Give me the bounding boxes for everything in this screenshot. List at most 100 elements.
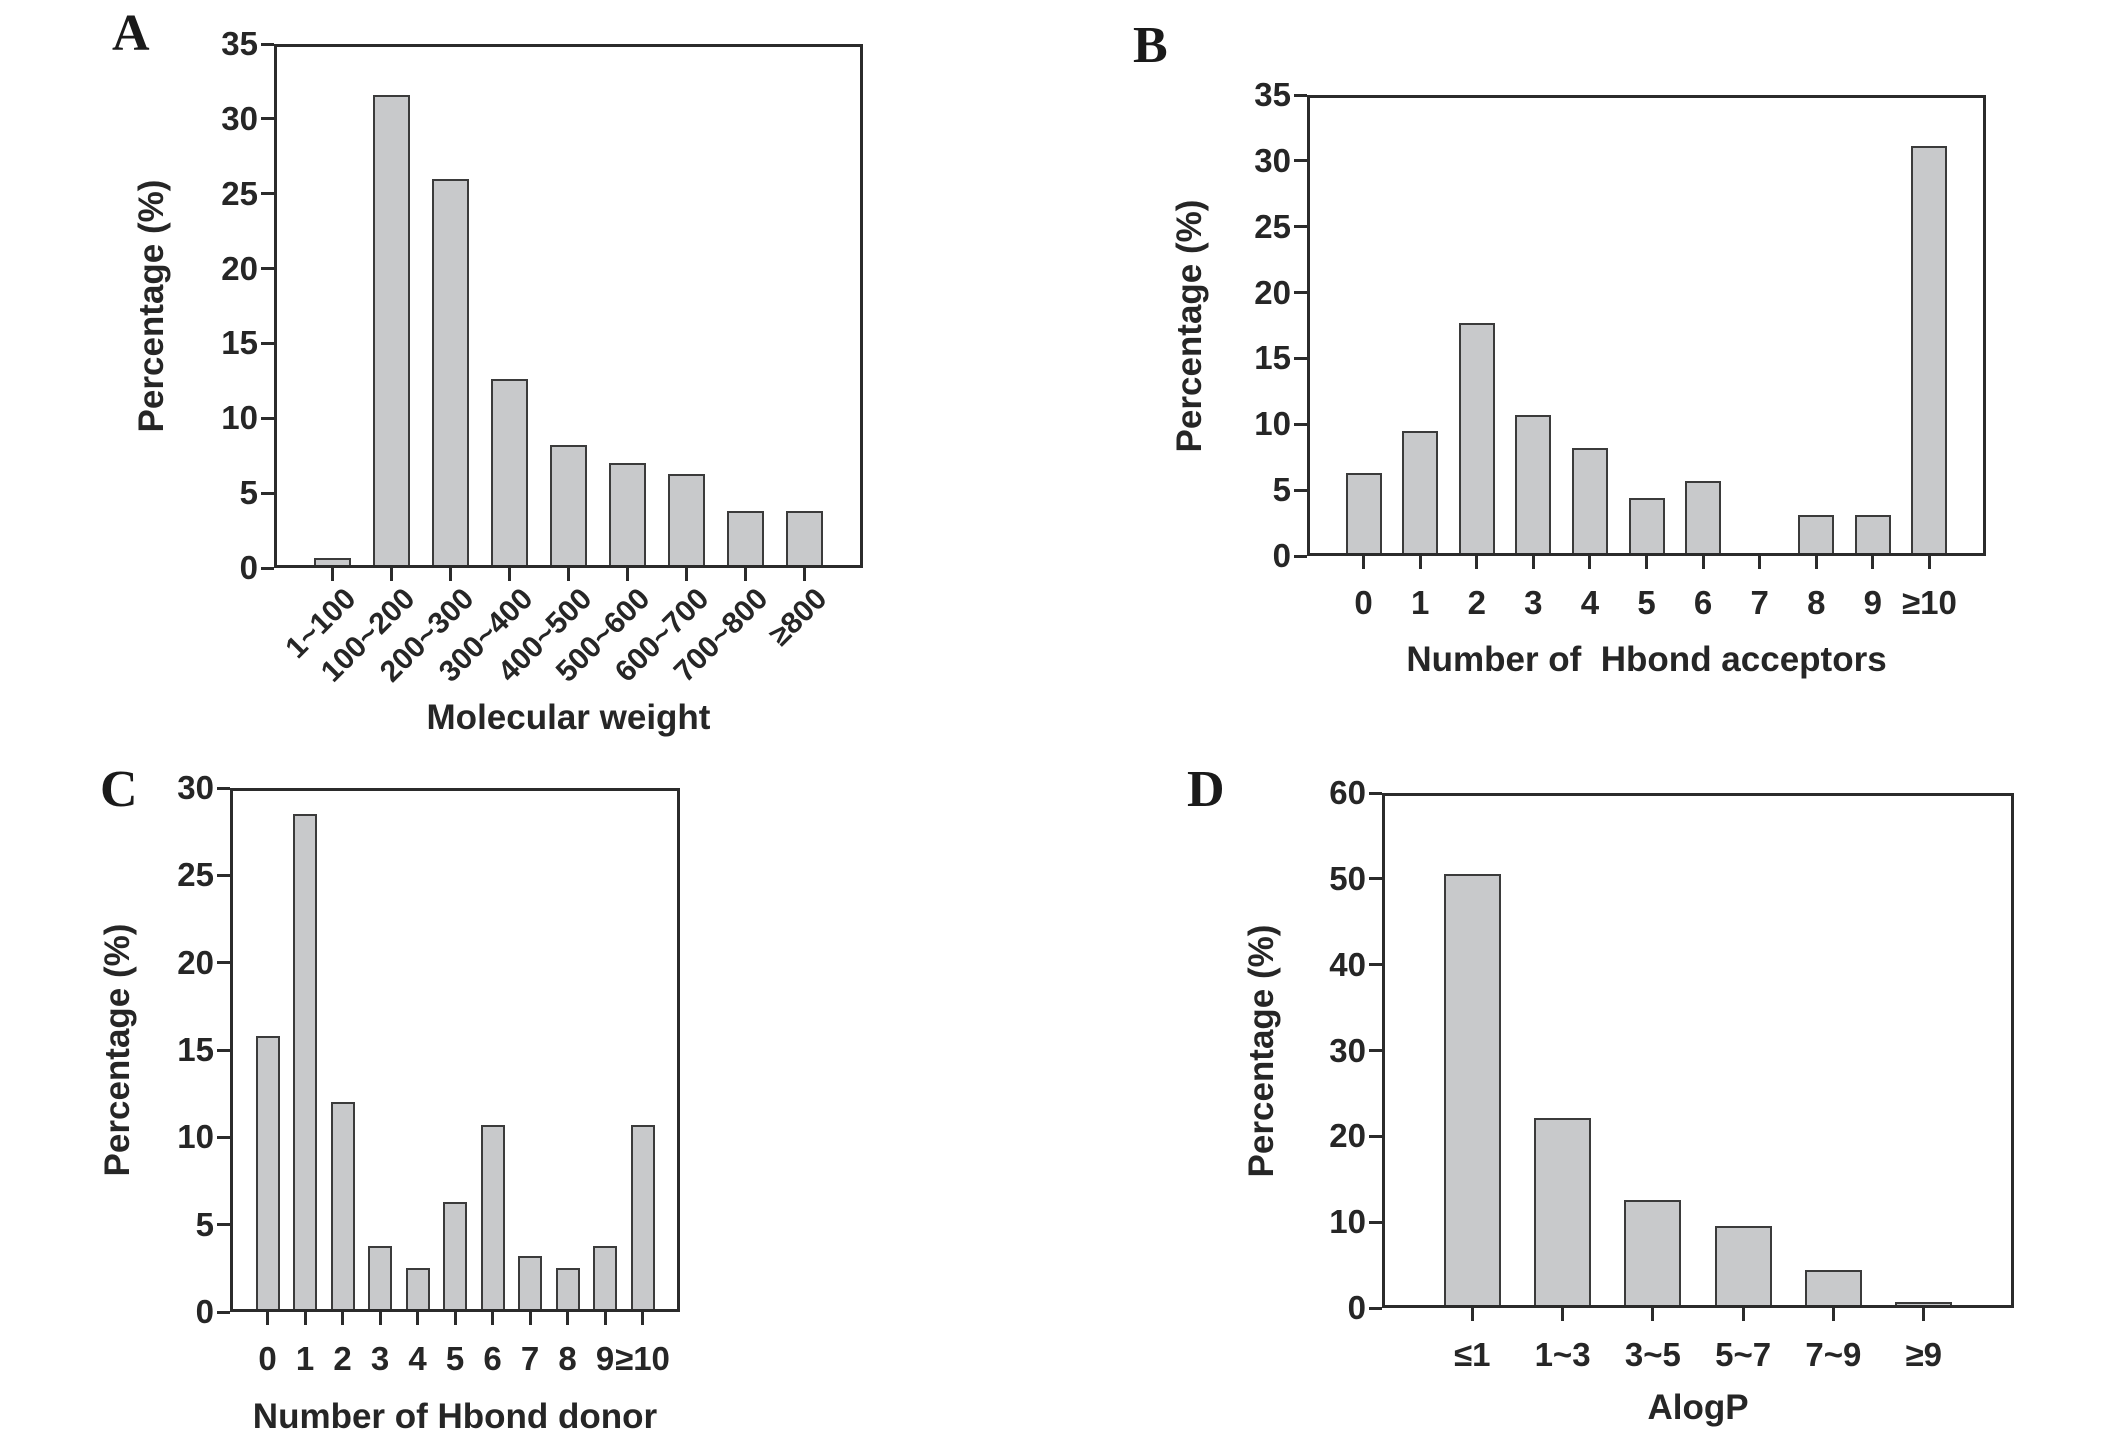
panel-letter-d: D bbox=[1187, 761, 1225, 818]
bar-5~7 bbox=[1715, 1226, 1772, 1308]
y-tick-mark bbox=[1369, 1220, 1382, 1224]
y-tick-label: 20 bbox=[177, 943, 214, 981]
panel-b-hbond-acceptors: B Percentage (%) Number of Hbond accepto… bbox=[1133, 20, 1986, 679]
x-tick-mark bbox=[378, 1312, 382, 1325]
panel-letter-c: C bbox=[100, 761, 138, 818]
panel-d-alogp: D Percentage (%) AlogP 0 10 20 30 40 50 60 ≤1 1~… bbox=[1187, 764, 2014, 1427]
x-tick-mark bbox=[449, 568, 453, 581]
x-tick-label: 4 bbox=[1580, 584, 1600, 621]
x-tick-label: 3 bbox=[370, 1340, 390, 1377]
y-tick-label: 20 bbox=[1329, 1117, 1366, 1155]
bar-4 bbox=[406, 1268, 430, 1312]
x-tick-mark bbox=[1531, 556, 1535, 569]
bar-6 bbox=[1685, 480, 1721, 556]
x-tick-label: 7 bbox=[520, 1340, 540, 1377]
y-tick-mark bbox=[1369, 963, 1382, 967]
x-tick-mark bbox=[491, 1312, 494, 1325]
y-tick-mark bbox=[261, 566, 274, 570]
bar-300~400 bbox=[491, 379, 528, 568]
x-tick-mark bbox=[453, 1312, 457, 1325]
x-tick-mark bbox=[416, 1312, 419, 1325]
x-tick-mark bbox=[1871, 556, 1875, 569]
bar-≥10 bbox=[1911, 146, 1947, 556]
y-tick-label: 0 bbox=[1347, 1289, 1366, 1326]
y-tick-mark bbox=[261, 341, 274, 345]
bar-8 bbox=[556, 1268, 580, 1312]
y-tick-mark bbox=[1294, 554, 1307, 558]
y-tick-label: 0 bbox=[1272, 537, 1291, 574]
x-tick-mark bbox=[528, 1312, 532, 1325]
x-tick-label: 0 bbox=[258, 1340, 277, 1377]
y-tick-mark bbox=[1294, 356, 1307, 360]
bar-7~9 bbox=[1805, 1270, 1862, 1308]
y-tick-label: 5 bbox=[1272, 471, 1291, 509]
y-tick-label: 60 bbox=[1329, 774, 1366, 811]
y-tick-label: 30 bbox=[177, 769, 214, 806]
bar-9 bbox=[593, 1245, 617, 1312]
x-tick-label: 6 bbox=[483, 1340, 502, 1377]
x-tick-label: 6 bbox=[1693, 584, 1713, 621]
x-axis-title: Number of Hbond acceptors bbox=[1406, 640, 1887, 679]
bar-2 bbox=[1459, 322, 1495, 556]
x-tick-label: 2 bbox=[1467, 584, 1486, 621]
y-tick-label: 15 bbox=[1254, 339, 1291, 377]
bar-7 bbox=[518, 1256, 542, 1312]
x-tick-mark bbox=[743, 568, 747, 581]
y-tick-label: 25 bbox=[221, 174, 258, 212]
bar-600~700 bbox=[668, 473, 705, 568]
x-tick-mark bbox=[1561, 1308, 1565, 1321]
y-tick-mark bbox=[217, 786, 230, 790]
x-tick-mark bbox=[566, 1312, 569, 1325]
y-tick-mark bbox=[217, 961, 230, 965]
bar-100~200 bbox=[373, 94, 410, 568]
x-tick-mark bbox=[1741, 1308, 1745, 1321]
y-tick-mark bbox=[1294, 422, 1307, 426]
x-tick-label: 4 bbox=[408, 1340, 427, 1377]
panel-letter-a: A bbox=[112, 5, 150, 62]
y-tick-mark bbox=[261, 491, 274, 495]
y-tick-label: 10 bbox=[221, 399, 258, 437]
bar-1 bbox=[293, 814, 317, 1312]
y-tick-mark bbox=[217, 873, 230, 877]
x-tick-mark bbox=[802, 568, 806, 581]
bar-1~3 bbox=[1534, 1118, 1591, 1308]
y-tick-mark bbox=[217, 1048, 230, 1052]
x-axis-title: Molecular weight bbox=[426, 698, 711, 737]
x-tick-label: ≥800 bbox=[763, 582, 834, 653]
x-axis-title: AlogP bbox=[1647, 1388, 1749, 1427]
bar-5 bbox=[1629, 498, 1665, 556]
y-tick-mark bbox=[1369, 791, 1382, 795]
panel-a-molecular-weight: A Percentage (%) Molecular weight 0 5 10 15… bbox=[112, 8, 863, 737]
x-tick-mark bbox=[1922, 1308, 1926, 1321]
y-tick-label: 5 bbox=[195, 1205, 214, 1243]
x-tick-label: 3~5 bbox=[1624, 1336, 1681, 1373]
bar-6 bbox=[481, 1125, 505, 1312]
x-tick-label: ≤1 bbox=[1454, 1336, 1491, 1373]
y-tick-label: 30 bbox=[1254, 141, 1291, 179]
y-tick-mark bbox=[261, 416, 274, 420]
x-tick-label: 7 bbox=[1750, 584, 1769, 621]
x-tick-mark bbox=[1588, 556, 1592, 569]
x-tick-mark bbox=[1927, 556, 1931, 569]
y-tick-mark bbox=[217, 1310, 230, 1314]
y-tick-mark bbox=[1294, 225, 1307, 229]
x-tick-label: 2 bbox=[333, 1340, 352, 1377]
y-tick-mark bbox=[1294, 291, 1307, 295]
y-tick-mark bbox=[1369, 877, 1382, 881]
bar-4 bbox=[1572, 448, 1608, 556]
bar-5 bbox=[443, 1201, 467, 1312]
bar-3 bbox=[368, 1245, 392, 1312]
bar-200~300 bbox=[432, 178, 469, 568]
y-tick-mark bbox=[1294, 488, 1307, 492]
y-tick-label: 0 bbox=[239, 549, 258, 586]
x-tick-mark bbox=[1362, 556, 1366, 569]
bar-≤1 bbox=[1444, 873, 1501, 1308]
y-tick-label: 10 bbox=[177, 1118, 214, 1156]
x-tick-mark bbox=[625, 568, 629, 581]
x-tick-label: 5 bbox=[1637, 584, 1656, 621]
x-tick-mark bbox=[1651, 1308, 1655, 1321]
x-tick-label: ≥10 bbox=[615, 1340, 670, 1377]
y-tick-label: 50 bbox=[1329, 859, 1366, 897]
y-tick-label: 35 bbox=[1254, 76, 1291, 113]
